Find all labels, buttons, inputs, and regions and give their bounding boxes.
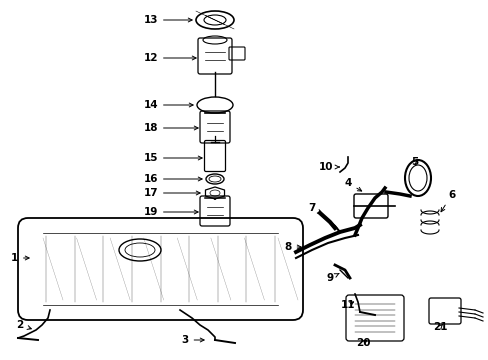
Text: 18: 18 bbox=[143, 123, 198, 133]
Text: 20: 20 bbox=[355, 338, 369, 348]
Text: 16: 16 bbox=[143, 174, 202, 184]
Text: 9: 9 bbox=[326, 273, 338, 283]
Text: 13: 13 bbox=[143, 15, 192, 25]
Text: 6: 6 bbox=[440, 190, 454, 212]
Text: 1: 1 bbox=[11, 253, 29, 263]
Text: 17: 17 bbox=[143, 188, 200, 198]
Text: 14: 14 bbox=[143, 100, 193, 110]
Text: 2: 2 bbox=[16, 320, 31, 330]
Text: 3: 3 bbox=[181, 335, 203, 345]
Text: 15: 15 bbox=[143, 153, 202, 163]
Text: 12: 12 bbox=[143, 53, 196, 63]
Text: 21: 21 bbox=[432, 322, 447, 332]
Text: 7: 7 bbox=[307, 203, 321, 213]
Text: 8: 8 bbox=[284, 242, 301, 252]
Text: 4: 4 bbox=[344, 178, 361, 191]
Text: 19: 19 bbox=[143, 207, 198, 217]
Text: 5: 5 bbox=[410, 157, 418, 167]
Text: 11: 11 bbox=[340, 300, 354, 310]
Text: 10: 10 bbox=[318, 162, 339, 172]
